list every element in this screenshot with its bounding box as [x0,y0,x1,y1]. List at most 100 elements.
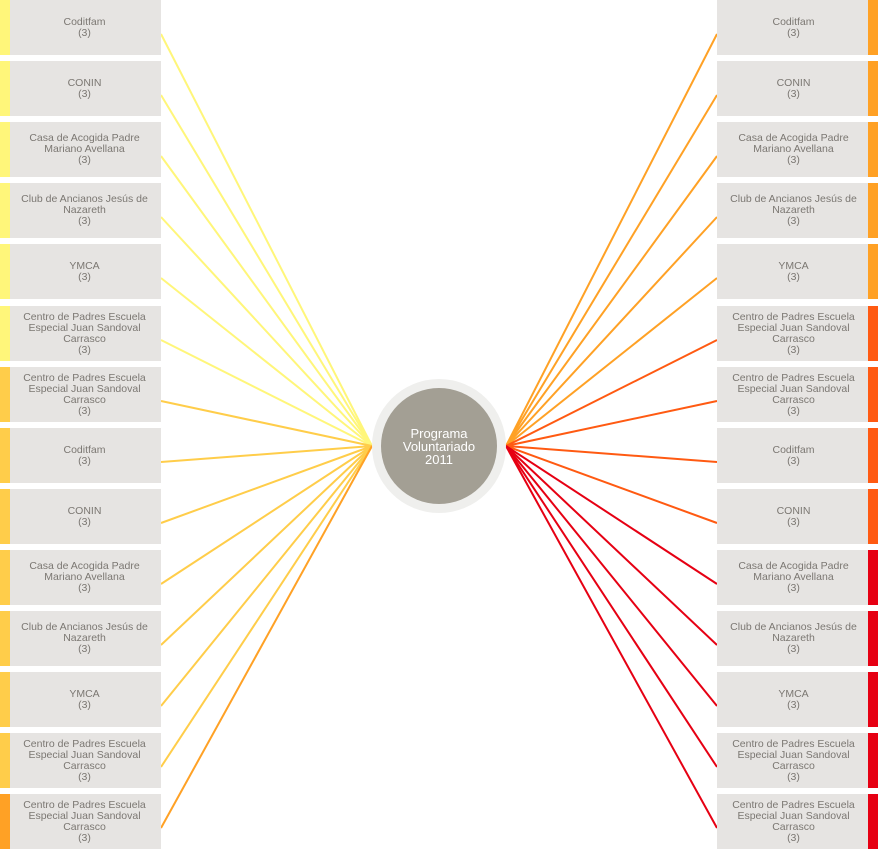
right-node[interactable]: CONIN (3) [717,61,878,116]
right-connector-line [505,94,718,447]
right-node[interactable]: Coditfam (3) [717,0,878,55]
center-hub-label-line: 2011 [425,451,453,467]
node-name-line: Especial Juan Sandoval [28,809,141,822]
left-node-text: Club de Ancianos Jesús de Nazareth (3) [21,194,148,227]
left-node-color-bar [0,122,10,177]
left-node-text: CONIN (3) [67,504,102,528]
node-count: (3) [78,770,91,783]
right-node[interactable]: Centro de Padres Escuela Especial Juan Sa… [717,794,878,849]
node-name-line: CONIN [67,504,102,517]
right-node[interactable]: Club de Ancianos Jesús de Nazareth (3) [717,611,878,666]
right-connector-line [505,400,718,447]
right-node[interactable]: Casa de Acogida Padre Mariano Avellana (3) [717,550,878,605]
node-name-line: Nazareth [772,632,815,644]
node-name-line: Especial Juan Sandoval [28,321,141,334]
left-node-color-bar [0,733,10,788]
node-name-line: Carrasco [772,759,815,772]
left-node[interactable]: CONIN (3) [0,489,161,544]
node-name-line: Coditfam [772,443,815,456]
left-node-text: Centro de Padres Escuela Especial Juan Sa… [23,372,146,417]
node-name-line: Carrasco [772,393,815,406]
left-node[interactable]: Centro de Padres Escuela Especial Juan Sa… [0,733,161,788]
node-name-line: CONIN [776,504,811,517]
right-node-text: Coditfam (3) [772,443,815,467]
left-node[interactable]: Coditfam (3) [0,428,161,483]
right-node-text: Club de Ancianos Jesús de Nazareth (3) [730,622,857,655]
node-count: (3) [787,454,800,467]
node-name-line: Casa de Acogida Padre [738,132,849,144]
right-node[interactable]: CONIN (3) [717,489,878,544]
left-connector-line [160,445,373,463]
node-count: (3) [787,831,800,844]
node-name-line: Mariano Avellana [753,571,834,583]
right-node[interactable]: Casa de Acogida Padre Mariano Avellana (3) [717,122,878,177]
left-node[interactable]: Club de Ancianos Jesús de Nazareth (3) [0,611,161,666]
left-node-text: Coditfam (3) [63,444,105,467]
node-name-line: Centro de Padres Escuela [732,737,855,750]
node-count: (3) [78,26,91,39]
left-node[interactable]: YMCA (3) [0,672,161,727]
node-count: (3) [787,87,800,100]
node-name-line: Casa de Acogida Padre [29,132,140,144]
left-node[interactable]: Club de Ancianos Jesús de Nazareth (3) [0,183,161,238]
node-count: (3) [78,215,91,227]
node-count: (3) [78,343,91,356]
left-connector-line [160,94,373,447]
right-node-color-bar [868,611,878,666]
right-connector-line [505,445,718,646]
left-connector-line [160,339,373,447]
left-node[interactable]: CONIN (3) [0,61,161,116]
left-node[interactable]: Coditfam (3) [0,0,161,55]
left-node-color-bar [0,672,10,727]
left-node[interactable]: Casa de Acogida Padre Mariano Avellana (3) [0,122,161,177]
node-name-line: Centro de Padres Escuela [23,310,146,323]
left-node-color-bar [0,244,10,299]
right-node[interactable]: Club de Ancianos Jesús de Nazareth (3) [717,183,878,238]
node-name-line: Nazareth [63,632,106,644]
right-node[interactable]: Centro de Padres Escuela Especial Juan Sa… [717,733,878,788]
node-count: (3) [78,582,91,594]
left-node[interactable]: Centro de Padres Escuela Especial Juan Sa… [0,306,161,361]
right-node-color-bar [868,244,878,299]
left-connector-line [160,445,373,768]
node-count: (3) [787,404,800,417]
right-node[interactable]: YMCA (3) [717,672,878,727]
left-node-text: Centro de Padres Escuela Especial Juan Sa… [23,799,146,844]
right-node[interactable]: Coditfam (3) [717,428,878,483]
center-hub[interactable]: Programa Voluntariado 2011 [372,379,506,513]
left-node-color-bar [0,306,10,361]
node-name-line: Nazareth [63,204,106,216]
node-name-line: Especial Juan Sandoval [28,748,141,761]
right-connector-line [505,277,718,447]
left-node[interactable]: Centro de Padres Escuela Especial Juan Sa… [0,367,161,422]
left-node[interactable]: YMCA (3) [0,244,161,299]
left-connector-line [160,445,373,829]
node-name-line: YMCA [69,687,100,700]
left-node[interactable]: Casa de Acogida Padre Mariano Avellana (3) [0,550,161,605]
right-connector-line [505,445,718,707]
right-node[interactable]: YMCA (3) [717,244,878,299]
right-node-color-bar [868,489,878,544]
left-node-text: Casa de Acogida Padre Mariano Avellana (3) [29,561,139,594]
node-name-line: Club de Ancianos Jesús de [21,621,148,633]
node-name-line: Casa de Acogida Padre [29,560,140,572]
left-connector-line [160,445,373,646]
left-node-color-bar [0,611,10,666]
left-node[interactable]: Centro de Padres Escuela Especial Juan Sa… [0,794,161,849]
node-count: (3) [787,26,800,39]
node-count: (3) [78,87,91,100]
right-connector-line [505,155,718,447]
right-node[interactable]: Centro de Padres Escuela Especial Juan Sa… [717,306,878,361]
right-connector-line [505,339,718,447]
node-count: (3) [787,215,800,227]
node-count: (3) [787,515,800,528]
right-node-color-bar [868,122,878,177]
left-node-text: Club de Ancianos Jesús de Nazareth (3) [21,622,148,655]
right-node-color-bar [868,367,878,422]
node-name-line: Coditfam [772,15,815,28]
node-count: (3) [78,698,91,711]
node-name-line: Club de Ancianos Jesús de [21,193,148,205]
right-node[interactable]: Centro de Padres Escuela Especial Juan Sa… [717,367,878,422]
right-node-color-bar [868,733,878,788]
